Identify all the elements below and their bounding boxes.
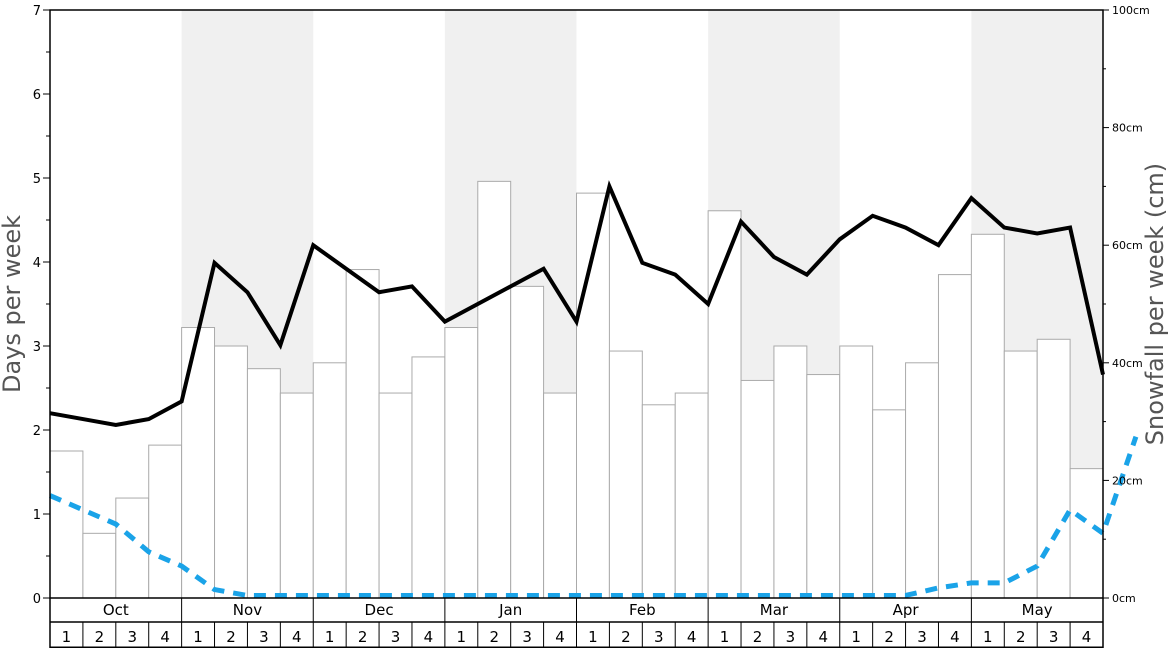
week-label: 2 bbox=[753, 628, 763, 646]
y-tick-label: 6 bbox=[33, 88, 41, 103]
week-label: 4 bbox=[424, 628, 434, 646]
dashed-line-layer bbox=[49, 435, 1139, 598]
week-label: 1 bbox=[62, 628, 72, 646]
week-label: 4 bbox=[1082, 628, 1092, 646]
bar bbox=[543, 392, 577, 599]
week-label: 3 bbox=[654, 628, 664, 646]
bar bbox=[1003, 350, 1038, 599]
bar bbox=[970, 233, 1005, 599]
axes-layer: 0 1 2 3 4 5 6 7 0cm 20cm 40cm 60cm 80cm 100cm Oct Nov De… bbox=[33, 4, 1150, 648]
bar bbox=[246, 368, 281, 599]
week-label: 3 bbox=[127, 628, 137, 646]
y-tick-label: 2 bbox=[33, 424, 41, 439]
week-label: 3 bbox=[391, 628, 401, 646]
bar bbox=[279, 392, 314, 599]
week-label: 2 bbox=[884, 628, 894, 646]
bar bbox=[1069, 468, 1104, 599]
axis-labels-layer: Days per week Snowfall per week (cm) bbox=[0, 163, 1168, 445]
month-label: Nov bbox=[233, 601, 262, 619]
week-label: 4 bbox=[819, 628, 829, 646]
y2-tick-label: 60cm bbox=[1112, 239, 1143, 252]
month-label: Dec bbox=[365, 601, 394, 619]
month-label: May bbox=[1022, 601, 1053, 619]
week-label: 1 bbox=[588, 628, 598, 646]
week-label: 1 bbox=[325, 628, 335, 646]
bar bbox=[312, 362, 347, 599]
bar bbox=[345, 269, 380, 599]
week-label: 4 bbox=[160, 628, 170, 646]
y-tick-label: 1 bbox=[33, 508, 41, 523]
bar bbox=[773, 345, 808, 599]
bar bbox=[839, 345, 874, 599]
y-tick-label: 7 bbox=[33, 4, 41, 19]
bar bbox=[214, 345, 248, 599]
month-label: Feb bbox=[629, 601, 656, 619]
solid-line-layer bbox=[49, 180, 1105, 427]
week-label: 3 bbox=[917, 628, 927, 646]
solid-series-line bbox=[49, 180, 1105, 427]
week-label: 2 bbox=[621, 628, 631, 646]
bar bbox=[905, 362, 939, 599]
bar bbox=[740, 379, 775, 599]
week-label: 3 bbox=[522, 628, 532, 646]
y2-tick-label: 40cm bbox=[1112, 357, 1143, 370]
week-label: 2 bbox=[95, 628, 105, 646]
bar bbox=[411, 356, 446, 599]
week-label: 2 bbox=[489, 628, 499, 646]
week-label: 3 bbox=[1049, 628, 1059, 646]
week-label: 2 bbox=[226, 628, 236, 646]
bar bbox=[872, 409, 907, 599]
y-tick-label: 3 bbox=[33, 340, 41, 355]
bar bbox=[181, 327, 216, 599]
week-label: 1 bbox=[983, 628, 993, 646]
y2-tick-label: 20cm bbox=[1112, 474, 1143, 487]
week-label: 2 bbox=[358, 628, 368, 646]
y-tick-label: 0 bbox=[33, 592, 41, 607]
month-label: Mar bbox=[760, 601, 789, 619]
week-label: 3 bbox=[786, 628, 796, 646]
y-axis-label: Days per week bbox=[0, 215, 26, 393]
week-label: 1 bbox=[457, 628, 467, 646]
y2-tick-label: 0cm bbox=[1112, 592, 1136, 605]
week-label: 4 bbox=[555, 628, 565, 646]
week-label: 1 bbox=[720, 628, 730, 646]
y-tick-label: 4 bbox=[33, 256, 41, 271]
week-label: 4 bbox=[292, 628, 302, 646]
month-label: Jan bbox=[498, 601, 522, 619]
y-tick-label: 5 bbox=[33, 172, 41, 187]
bar bbox=[707, 210, 742, 599]
bar bbox=[674, 392, 709, 599]
y2-tick-label: 100cm bbox=[1112, 4, 1150, 17]
week-label: 4 bbox=[950, 628, 960, 646]
bar bbox=[641, 404, 676, 599]
bar bbox=[49, 450, 84, 599]
week-label: 1 bbox=[851, 628, 861, 646]
week-label: 4 bbox=[687, 628, 697, 646]
bar bbox=[608, 350, 643, 599]
y2-tick-label: 80cm bbox=[1112, 122, 1143, 135]
bar bbox=[1036, 338, 1071, 599]
week-label: 1 bbox=[193, 628, 203, 646]
y2-axis-label: Snowfall per week (cm) bbox=[1141, 163, 1168, 445]
bar bbox=[444, 327, 479, 599]
bar bbox=[510, 285, 545, 599]
bar bbox=[937, 274, 972, 599]
bar bbox=[378, 392, 413, 599]
bar-layer bbox=[49, 180, 1104, 599]
bar bbox=[477, 180, 512, 599]
dashed-series-line bbox=[49, 435, 1139, 598]
bar bbox=[806, 374, 841, 599]
week-label: 3 bbox=[259, 628, 269, 646]
bar bbox=[148, 444, 183, 599]
bar bbox=[82, 532, 117, 599]
month-label: Oct bbox=[103, 601, 129, 619]
month-label: Apr bbox=[893, 601, 920, 619]
week-label: 2 bbox=[1016, 628, 1026, 646]
